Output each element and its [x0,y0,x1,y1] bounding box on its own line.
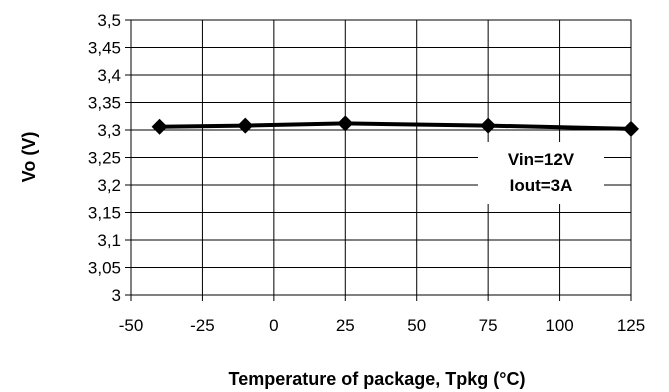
annotation-background [478,142,604,204]
y-tick-label: 3,2 [97,176,121,195]
y-tick-label: 3,35 [88,94,121,113]
y-axis-ticks: 3 3,05 3,1 3,15 3,2 3,25 3,3 3,35 3,4 3,45 3,5 [88,11,131,305]
data-point-diamond [623,120,639,137]
annotation-iout: Iout=3A [510,176,573,195]
y-tick-label: 3,1 [97,231,121,250]
data-point-diamond [337,115,354,132]
data-point-diamond [480,117,497,134]
x-axis-title: Temperature of package, Tpkg (°C) [229,369,526,389]
y-tick-label: 3,05 [88,259,121,278]
data-point-diamond [237,117,254,134]
x-tick-label: 0 [269,316,278,335]
x-tick-label: 50 [407,316,426,335]
x-axis-ticks: -50 -25 0 25 50 75 100 125 [119,295,645,335]
data-series [151,115,639,137]
x-tick-label: 75 [479,316,498,335]
y-axis-title: Vo (V) [19,132,39,183]
y-tick-label: 3,25 [88,149,121,168]
y-tick-label: 3 [112,286,121,305]
x-tick-label: 25 [336,316,355,335]
y-tick-label: 3,15 [88,204,121,223]
x-tick-label: -50 [119,316,144,335]
y-tick-label: 3,4 [97,66,121,85]
y-tick-label: 3,5 [97,11,121,30]
y-tick-label: 3,3 [97,121,121,140]
data-point-diamond [151,118,168,135]
y-tick-label: 3,45 [88,39,121,58]
annotation-vin: Vin=12V [508,150,575,169]
x-tick-label: -25 [190,316,215,335]
series-line [159,121,632,131]
x-tick-label: 125 [617,316,645,335]
x-tick-label: 100 [545,316,573,335]
